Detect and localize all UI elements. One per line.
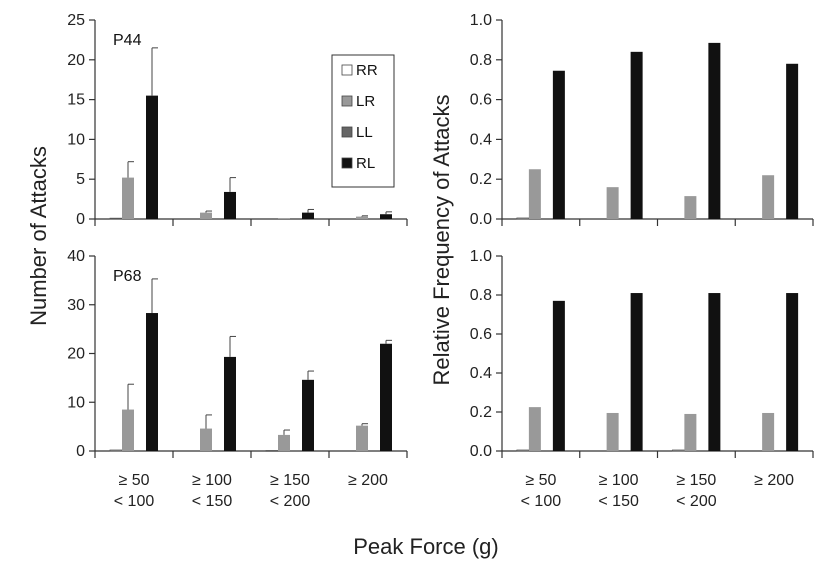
bar-RL-3: [786, 293, 799, 451]
x-tick-label: ≥ 100: [192, 472, 232, 489]
x-tick-label: < 150: [192, 493, 233, 510]
x-tick-label: < 100: [521, 493, 562, 510]
x-tick-label: ≥ 150: [270, 472, 310, 489]
legend-label-LL: LL: [356, 124, 373, 141]
y-tick-label: 20: [67, 346, 85, 363]
x-tick-label: < 150: [598, 493, 639, 510]
bar-LR-3: [356, 425, 368, 451]
y-tick-label: 10: [67, 394, 85, 411]
bar-RL-1: [224, 191, 236, 219]
y-tick-label: 0.8: [470, 52, 492, 69]
panel-top-left: 0 5 10 15 20 25 P44 RR LR LL RL: [67, 12, 408, 228]
bar-RL-0: [146, 95, 158, 219]
bar-LR-0: [122, 177, 134, 219]
bar-LR-0: [528, 169, 541, 219]
y-tick-label: 0.4: [470, 365, 492, 382]
x-tick-label: ≥ 200: [348, 472, 388, 489]
x-tick-label: ≥ 150: [676, 472, 716, 489]
y-tick-label: 1.0: [470, 248, 492, 265]
x-tick-label: ≥ 50: [525, 472, 556, 489]
bar-LR-0: [122, 409, 134, 451]
x-tick-label: < 200: [676, 493, 717, 510]
bar-RR-0: [109, 217, 123, 220]
panel-label: P68: [113, 268, 142, 285]
bar-LR-0: [528, 407, 541, 451]
panel-bottom-right: 0.0 0.2 0.4 0.6 0.8 1.0 ≥ 50 < 100 ≥ 100 < 150 ≥ 1…: [470, 248, 814, 510]
y-tick-label: 15: [67, 92, 85, 109]
bar-LR-2: [278, 218, 290, 220]
x-tick-label: < 100: [114, 493, 155, 510]
bar-RL-3: [380, 214, 392, 219]
bar-RR-2: [671, 449, 685, 452]
y-tick-label: 1.0: [470, 12, 492, 29]
y-tick-label: 25: [67, 12, 85, 29]
y-tick-label: 0.6: [470, 326, 492, 343]
y-axis-title-left: Number of Attacks: [26, 146, 51, 326]
bar-RL-2: [302, 212, 314, 219]
y-tick-label: 0.8: [470, 287, 492, 304]
bar-RL-1: [630, 51, 643, 220]
y-tick-label: 0.4: [470, 131, 492, 148]
legend-label-LR: LR: [356, 93, 375, 110]
x-tick-label: < 200: [270, 493, 311, 510]
legend-swatch-LR: [341, 95, 353, 107]
bar-RL-3: [380, 343, 392, 451]
bar-RR-0: [516, 217, 530, 220]
y-tick-label: 5: [76, 171, 85, 188]
bar-LR-3: [356, 216, 368, 219]
bar-RL-3: [786, 63, 799, 219]
y-tick-label: 0: [76, 211, 85, 228]
panel-bottom-left: 0 10 20 30 40 ≥ 50 < 100 ≥ 100 < 150 ≥ 150 < 200 ≥ …: [67, 248, 408, 510]
bar-RL-2: [708, 293, 721, 451]
bar-LR-1: [200, 428, 212, 451]
legend-label-RR: RR: [356, 62, 378, 79]
bar-RR-0: [516, 449, 530, 452]
legend-swatch-RR: [341, 64, 353, 76]
bar-LR-1: [606, 412, 619, 451]
bar-RL-0: [146, 313, 158, 451]
panel-label: P44: [113, 32, 142, 49]
y-tick-label: 0: [76, 443, 85, 460]
bar-LR-3: [762, 412, 775, 451]
x-tick-label: ≥ 50: [118, 472, 149, 489]
bar-RL-0: [552, 300, 565, 451]
y-tick-label: 0.6: [470, 92, 492, 109]
bar-LR-2: [278, 434, 290, 451]
legend-label-RL: RL: [356, 155, 375, 172]
bar-RL-1: [630, 293, 643, 451]
y-tick-label: 30: [67, 297, 85, 314]
x-tick-label: ≥ 200: [754, 472, 794, 489]
y-tick-label: 0.0: [470, 211, 492, 228]
y-tick-label: 0.2: [470, 171, 492, 188]
bar-RL-2: [708, 42, 721, 220]
x-axis-title: Peak Force (g): [353, 534, 499, 559]
legend-swatch-LL: [341, 126, 353, 138]
x-tick-label: ≥ 100: [599, 472, 639, 489]
y-tick-label: 0.2: [470, 404, 492, 421]
bar-LR-2: [684, 413, 697, 451]
y-tick-label: 0.0: [470, 443, 492, 460]
bar-LR-3: [762, 175, 775, 219]
y-tick-label: 20: [67, 52, 85, 69]
bar-RR-0: [109, 449, 123, 452]
panel-top-right: 0.0 0.2 0.4 0.6 0.8 1.0: [470, 12, 814, 228]
y-tick-label: 40: [67, 248, 85, 265]
bar-LR-1: [200, 212, 212, 219]
legend-swatch-RL: [341, 157, 353, 169]
bar-RL-2: [302, 379, 314, 451]
y-axis-title-right: Relative Frequency of Attacks: [429, 94, 454, 385]
legend: RR LR LL RL: [331, 54, 395, 188]
bar-RL-0: [552, 70, 565, 220]
bar-RL-1: [224, 356, 236, 451]
y-tick-label: 10: [67, 131, 85, 148]
bar-LR-2: [684, 196, 697, 219]
bar-RR-2: [265, 450, 279, 452]
chart-panels: 0510152025P44RRLRLLRL0.00.20.40.60.81.00…: [67, 12, 814, 510]
bar-LR-1: [606, 187, 619, 219]
